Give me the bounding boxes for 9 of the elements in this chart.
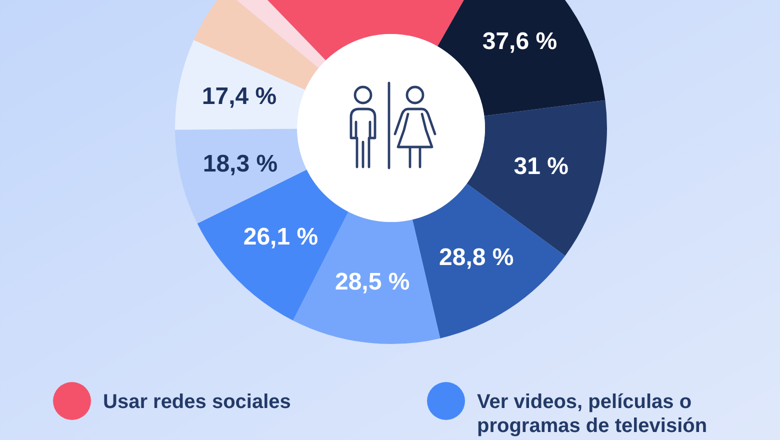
legend-label: Ver videos, películas o programas de televisión	[477, 391, 708, 437]
data-label: 28,5 %	[334, 268, 410, 296]
data-label: 31 %	[514, 153, 568, 180]
data-label: 17,4 %	[202, 82, 277, 110]
data-label: 26,1 %	[243, 223, 318, 250]
data-label: 18,3 %	[202, 150, 278, 178]
legend-label: Usar redes sociales	[103, 391, 291, 413]
data-label: 37,6 %	[482, 28, 558, 56]
data-label: 28,8 %	[439, 244, 514, 271]
